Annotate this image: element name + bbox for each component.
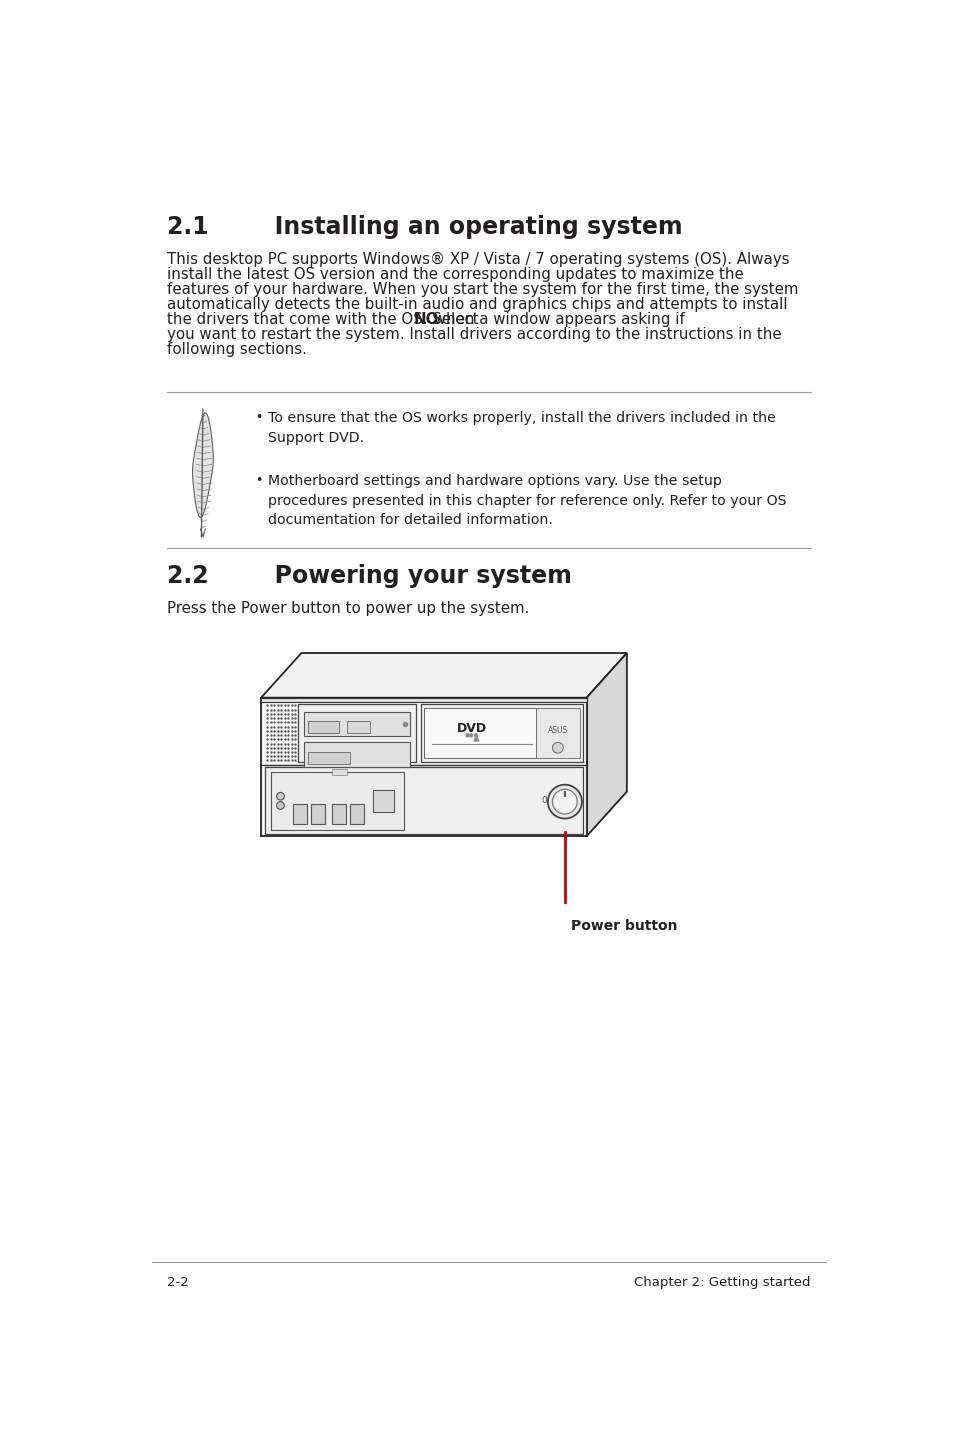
Circle shape [552, 789, 577, 814]
Text: the drivers that come with the OS. Select: the drivers that come with the OS. Selec… [167, 312, 483, 326]
Text: ●●●: ●●● [465, 732, 479, 738]
Text: 2.2        Powering your system: 2.2 Powering your system [167, 564, 572, 588]
Text: when a window appears asking if: when a window appears asking if [429, 312, 684, 326]
Bar [347, 720, 370, 733]
Bar [373, 789, 394, 811]
Text: you want to restart the system. Install drivers according to the instructions in: you want to restart the system. Install … [167, 326, 781, 342]
Polygon shape [261, 697, 586, 702]
Text: 2-2: 2-2 [167, 1276, 189, 1288]
Text: install the latest OS version and the corresponding updates to maximize the: install the latest OS version and the co… [167, 267, 743, 282]
Bar [271, 772, 404, 830]
Bar [293, 804, 307, 824]
Polygon shape [586, 653, 626, 837]
Text: 0  ■: 0 ■ [541, 795, 561, 805]
Bar [350, 804, 364, 824]
Text: •: • [254, 475, 262, 487]
Bar [332, 804, 345, 824]
Bar [298, 703, 416, 762]
Bar [265, 766, 582, 834]
Text: ASUS: ASUS [547, 726, 567, 735]
Polygon shape [261, 697, 586, 837]
Text: Power button: Power button [571, 919, 677, 933]
Bar [332, 768, 347, 775]
Text: This desktop PC supports Windows® XP / Vista / 7 operating systems (OS). Always: This desktop PC supports Windows® XP / V… [167, 252, 789, 267]
Text: features of your hardware. When you start the system for the first time, the sys: features of your hardware. When you star… [167, 282, 798, 296]
Text: NO: NO [414, 312, 438, 326]
Circle shape [547, 785, 581, 818]
Bar [304, 712, 410, 736]
Circle shape [276, 801, 284, 810]
Text: 2.1        Installing an operating system: 2.1 Installing an operating system [167, 214, 682, 239]
Bar [307, 752, 350, 764]
Circle shape [276, 792, 284, 800]
Bar [423, 709, 536, 758]
Bar [420, 703, 582, 762]
Polygon shape [261, 653, 626, 697]
Text: automatically detects the built-in audio and graphics chips and attempts to inst: automatically detects the built-in audio… [167, 296, 787, 312]
Polygon shape [193, 413, 213, 518]
Bar [307, 720, 338, 733]
Text: Chapter 2: Getting started: Chapter 2: Getting started [634, 1276, 810, 1288]
Text: •: • [254, 411, 262, 424]
Bar [304, 742, 410, 766]
Text: Press the Power button to power up the system.: Press the Power button to power up the s… [167, 601, 529, 615]
Bar [536, 709, 579, 758]
Bar [311, 804, 325, 824]
Text: DVD: DVD [456, 722, 487, 735]
Text: following sections.: following sections. [167, 342, 307, 357]
Circle shape [552, 742, 562, 754]
Text: To ensure that the OS works properly, install the drivers included in the
Suppor: To ensure that the OS works properly, in… [268, 411, 775, 444]
Text: Motherboard settings and hardware options vary. Use the setup
procedures present: Motherboard settings and hardware option… [268, 475, 785, 528]
